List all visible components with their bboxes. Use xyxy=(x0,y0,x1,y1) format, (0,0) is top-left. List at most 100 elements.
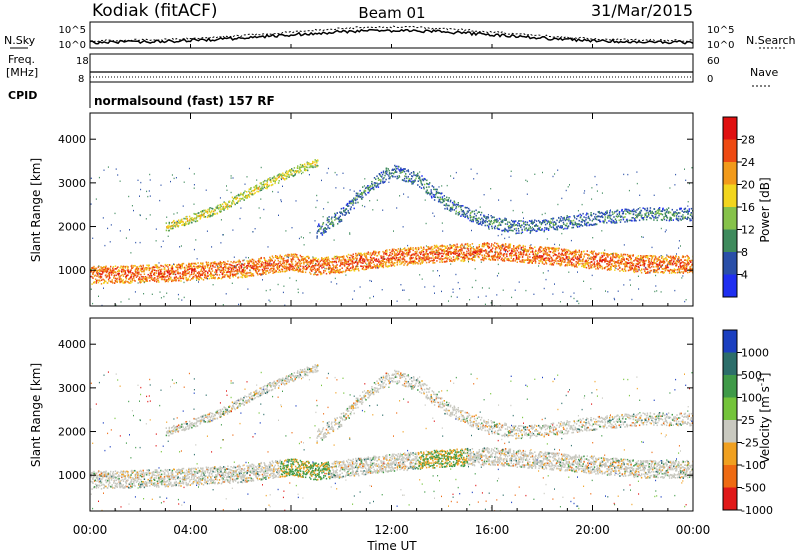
power-cell xyxy=(132,275,135,278)
power-cell xyxy=(510,260,512,262)
power-cell xyxy=(420,182,423,185)
power-cell xyxy=(496,227,499,230)
power-cell xyxy=(319,225,321,227)
power-cell xyxy=(464,255,466,258)
power-cell xyxy=(500,258,502,261)
power-cell xyxy=(586,224,588,227)
power-cell xyxy=(686,264,688,267)
power-cell xyxy=(208,269,210,272)
power-cell xyxy=(409,255,412,257)
power-cell xyxy=(449,255,451,258)
power-cell xyxy=(588,217,591,220)
power-cell xyxy=(488,220,490,222)
power-cell xyxy=(310,269,312,272)
power-cell xyxy=(182,274,184,277)
power-cell xyxy=(513,254,515,257)
power-cell xyxy=(335,261,338,264)
power-cell xyxy=(440,245,442,247)
power-cell xyxy=(371,259,374,261)
power-cell xyxy=(628,262,630,264)
power-cell xyxy=(103,266,106,268)
power-cell xyxy=(431,185,433,187)
power-cell xyxy=(251,266,253,269)
power-cell xyxy=(395,166,397,168)
power-cell xyxy=(490,220,493,223)
power-cell xyxy=(620,263,623,265)
power-cell xyxy=(605,253,608,255)
power-cell xyxy=(621,268,623,270)
power-cell xyxy=(599,216,602,218)
power-cell xyxy=(639,262,641,264)
power-cell xyxy=(613,260,615,263)
power-cell xyxy=(530,261,533,263)
power-cell xyxy=(325,267,328,270)
power-cell xyxy=(216,271,218,274)
power-cell xyxy=(509,243,512,246)
freq-tick-top-left: 18 xyxy=(76,56,89,67)
power-cell xyxy=(369,267,372,269)
power-cell xyxy=(489,259,492,261)
power-cell xyxy=(485,219,487,222)
power-cell xyxy=(407,180,409,183)
power-cell xyxy=(433,250,436,253)
power-cell xyxy=(363,265,365,267)
power-cell xyxy=(452,245,454,247)
power-cell xyxy=(435,251,437,254)
power-cell xyxy=(560,263,563,266)
power-cell xyxy=(406,264,408,267)
power-cell xyxy=(538,259,540,262)
power-cell xyxy=(288,263,290,266)
power-cell xyxy=(105,274,107,276)
power-cell xyxy=(483,220,486,223)
power-cell xyxy=(448,204,450,207)
power-cell xyxy=(336,256,339,259)
power-cell xyxy=(473,251,475,254)
power-cell xyxy=(636,256,638,259)
power-cell xyxy=(454,246,457,248)
power-cell xyxy=(447,253,450,256)
power-cell xyxy=(308,265,310,268)
power-cell xyxy=(673,256,675,259)
power-cell xyxy=(119,277,121,280)
power-cell xyxy=(468,257,470,260)
power-cell xyxy=(622,256,624,259)
power-cell xyxy=(399,256,402,259)
power-cell xyxy=(528,253,531,256)
power-cell xyxy=(410,262,413,264)
power-cell xyxy=(648,261,650,263)
power-cell xyxy=(175,279,177,281)
power-cell xyxy=(397,167,399,170)
power-cell xyxy=(605,257,607,259)
power-cell xyxy=(615,265,618,267)
power-cell xyxy=(545,257,547,259)
power-cell xyxy=(450,207,453,210)
power-cell xyxy=(506,255,508,258)
power-cell xyxy=(232,268,235,271)
power-cell xyxy=(647,257,649,259)
power-cell xyxy=(533,258,535,260)
power-cell xyxy=(491,223,494,225)
power-cell xyxy=(607,263,609,265)
power-cell xyxy=(393,254,396,256)
power-cell xyxy=(578,260,580,262)
power-cell xyxy=(328,220,330,223)
power-cell xyxy=(388,169,390,172)
power-cell xyxy=(447,257,449,259)
power-cell xyxy=(678,268,681,270)
power-cell xyxy=(262,264,264,266)
power-cell xyxy=(631,268,633,270)
power-cell xyxy=(141,279,144,282)
power-cell xyxy=(347,263,350,266)
power-cell xyxy=(551,258,553,261)
power-cell xyxy=(438,252,441,254)
power-cell xyxy=(255,269,257,272)
power-cell xyxy=(235,270,237,272)
power-cell xyxy=(571,220,573,222)
power-cell xyxy=(626,253,629,256)
power-cell xyxy=(140,273,142,276)
power-cell xyxy=(372,251,375,254)
power-cell xyxy=(265,270,267,272)
power-cell xyxy=(403,170,406,173)
power-cell xyxy=(583,263,585,266)
power-cell xyxy=(439,261,441,263)
